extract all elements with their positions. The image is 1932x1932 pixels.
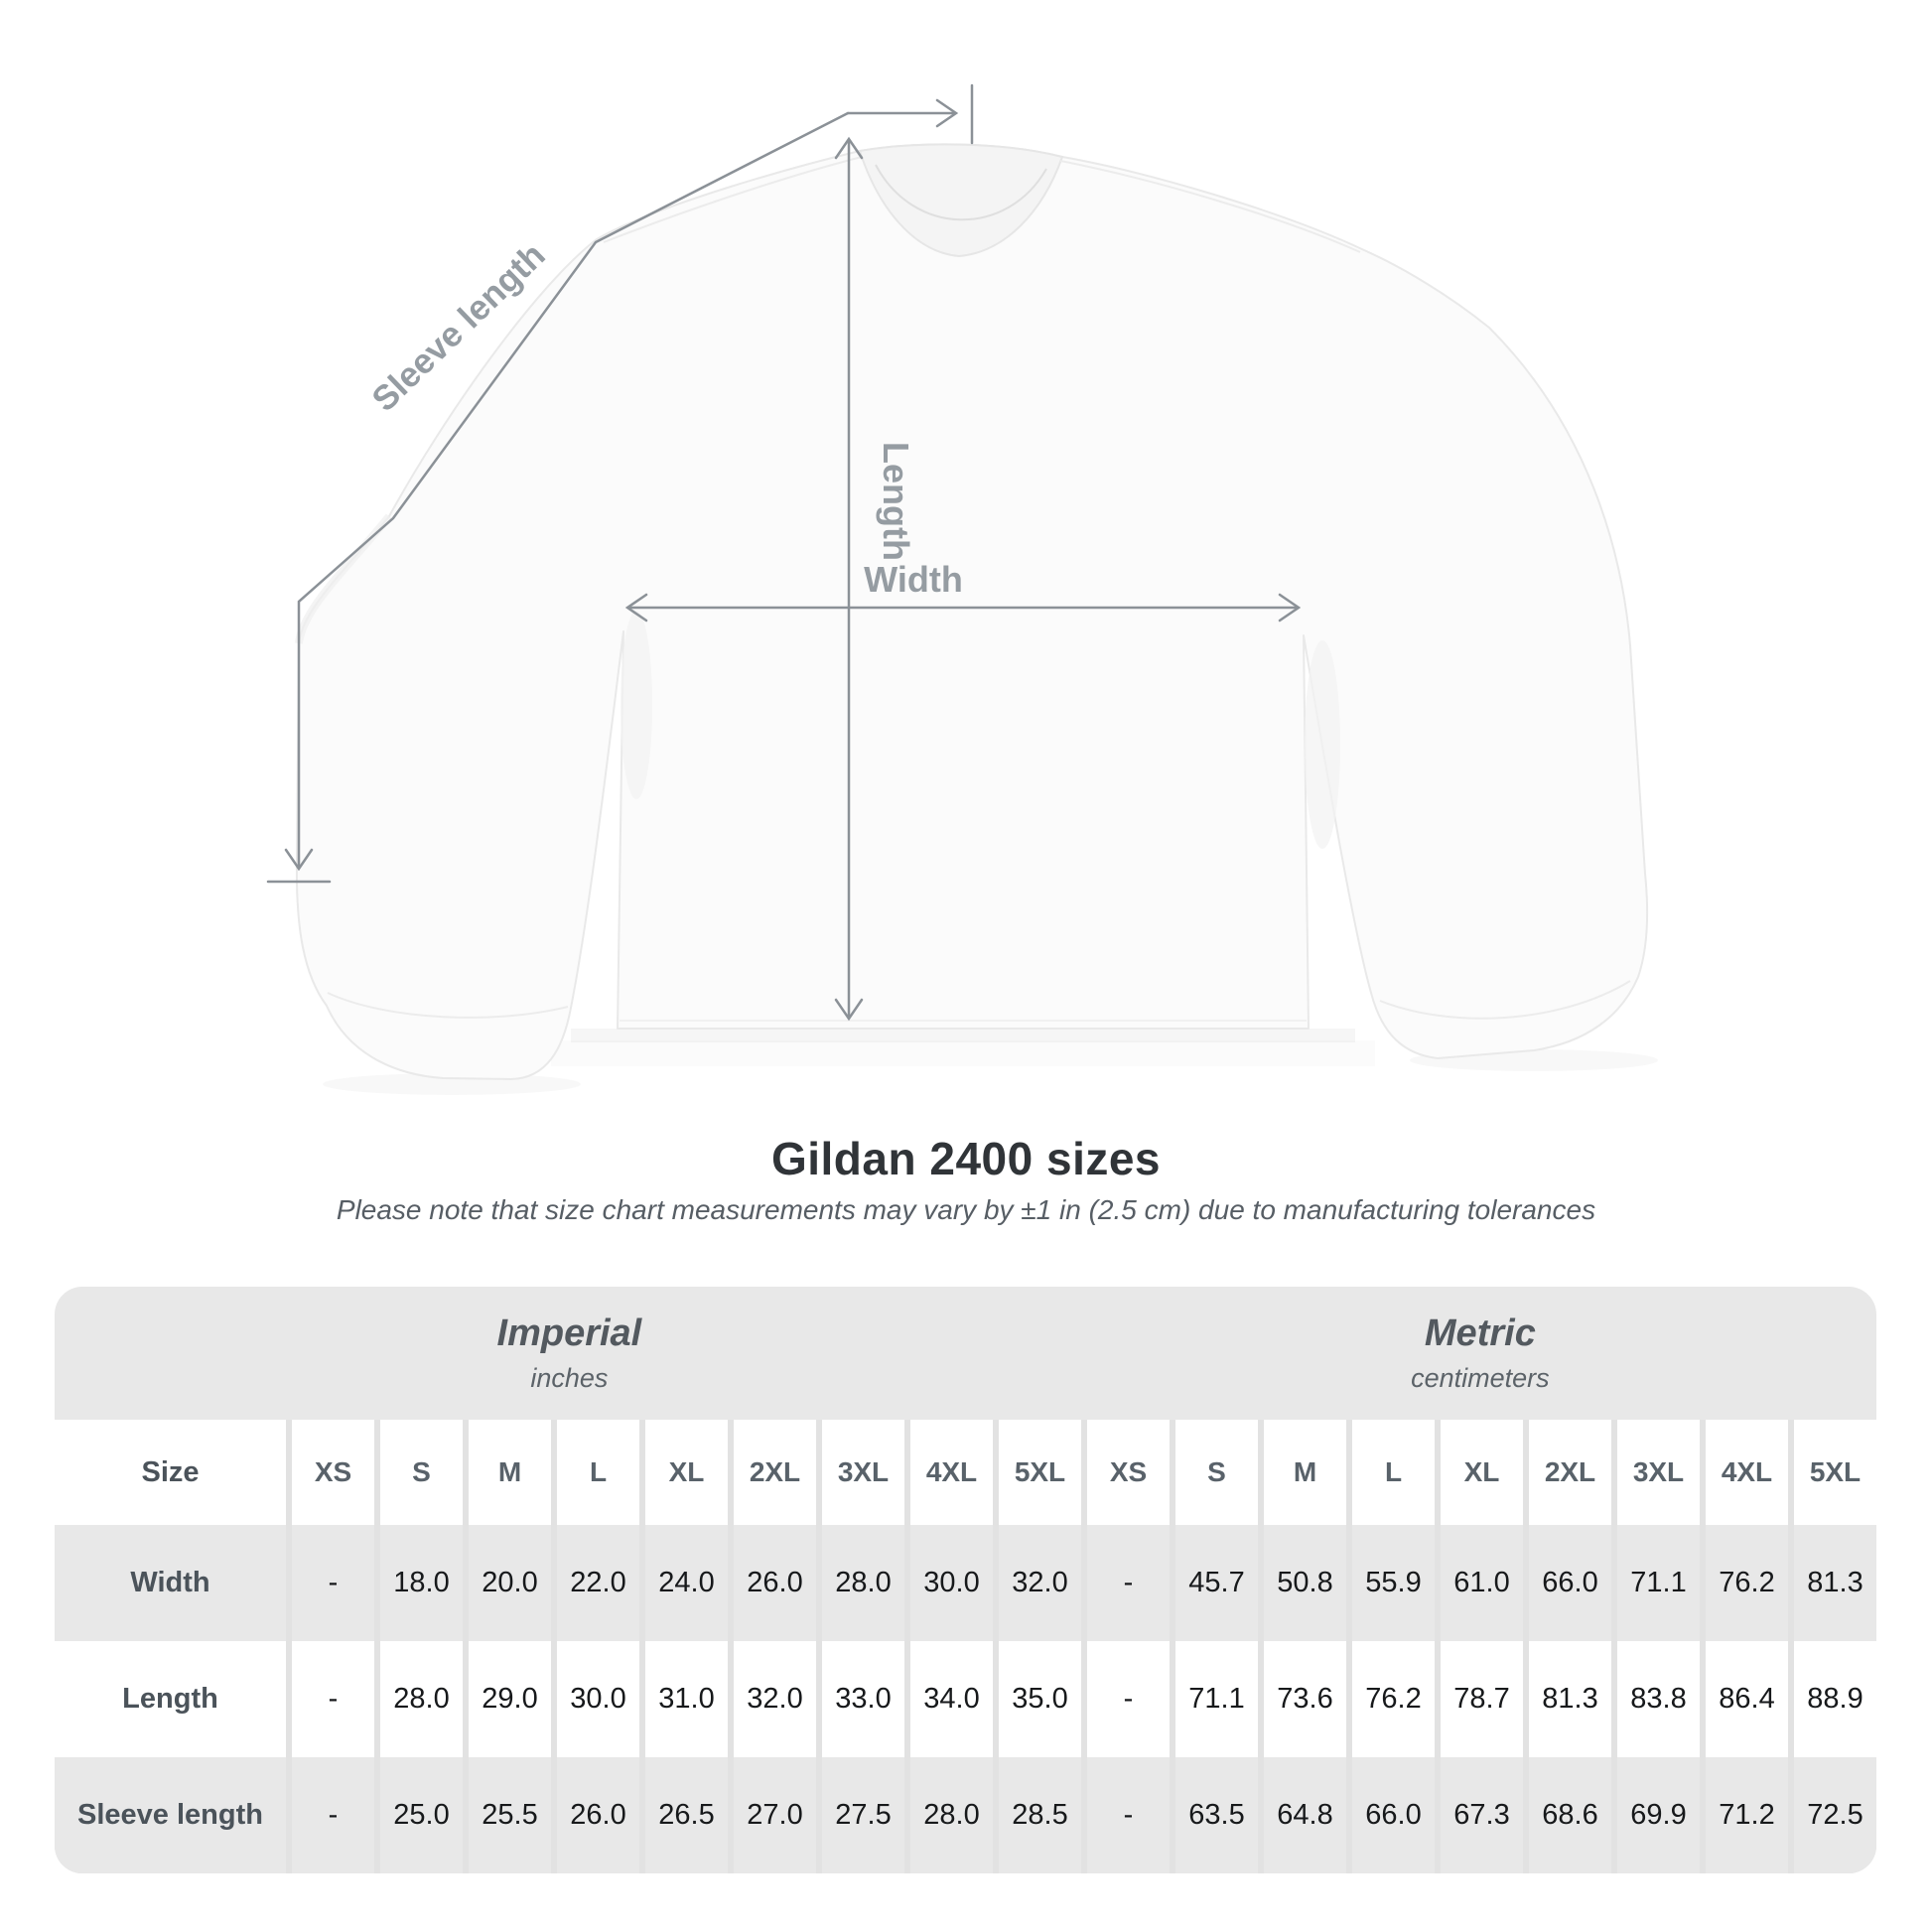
size-header-metric-2xl: 2XL [1529, 1420, 1611, 1525]
value-cell-imperial: 27.5 [822, 1757, 904, 1873]
size-header-imperial-xl: XL [645, 1420, 728, 1525]
value-cell-metric: 67.3 [1441, 1757, 1523, 1873]
tolerance-note: Please note that size chart measurements… [336, 1194, 1596, 1225]
size-header-metric-3xl: 3XL [1617, 1420, 1700, 1525]
shirt-collar [858, 143, 1064, 258]
value-cell-metric: 76.2 [1706, 1525, 1788, 1641]
size-header-imperial-s: S [380, 1420, 463, 1525]
size-header-imperial-m: M [469, 1420, 551, 1525]
value-cell-imperial: 28.0 [380, 1641, 463, 1757]
value-cell-imperial: 35.0 [999, 1641, 1081, 1757]
width-label: Width [864, 559, 963, 600]
size-header-metric-l: L [1352, 1420, 1435, 1525]
value-cell-imperial: - [292, 1641, 374, 1757]
unit-header-band: Imperial inches Metric centimeters [55, 1287, 1876, 1420]
value-cell-metric: - [1087, 1757, 1170, 1873]
value-cell-imperial: 26.5 [645, 1757, 728, 1873]
value-cell-imperial: 22.0 [557, 1525, 639, 1641]
size-header-imperial-4xl: 4XL [910, 1420, 993, 1525]
value-cell-imperial: 32.0 [734, 1641, 816, 1757]
value-cell-metric: 72.5 [1794, 1757, 1876, 1873]
imperial-title: Imperial [496, 1312, 642, 1354]
size-grid: Size XS S M L XL 2XL 3XL 4XL 5XL XS S M L XL 2XL 3XL 4XL 5… [55, 1420, 1876, 1873]
value-cell-metric: 71.1 [1617, 1525, 1700, 1641]
imperial-group-header: Imperial inches [55, 1287, 1084, 1420]
shirt-seams [327, 156, 1631, 1022]
value-cell-imperial: 20.0 [469, 1525, 551, 1641]
value-cell-metric: 78.7 [1441, 1641, 1523, 1757]
value-cell-imperial: 27.0 [734, 1757, 816, 1873]
metric-unit: centimeters [1411, 1363, 1550, 1393]
value-cell-imperial: 18.0 [380, 1525, 463, 1641]
value-cell-metric: 45.7 [1175, 1525, 1258, 1641]
value-cell-imperial: 31.0 [645, 1641, 728, 1757]
value-cell-imperial: 26.0 [734, 1525, 816, 1641]
value-cell-metric: 83.8 [1617, 1641, 1700, 1757]
value-cell-metric: 81.3 [1529, 1641, 1611, 1757]
sleeve-length-measure [266, 83, 974, 884]
shirt-illustration: Sleeve length Length Width [266, 83, 1649, 1080]
value-cell-imperial: 34.0 [910, 1641, 993, 1757]
value-cell-imperial: 32.0 [999, 1525, 1081, 1641]
size-header-metric-s: S [1175, 1420, 1258, 1525]
row-label: Sleeve length [55, 1757, 286, 1873]
size-header-metric-m: M [1264, 1420, 1346, 1525]
shirt-shading [295, 513, 1340, 849]
size-header-imperial-xs: XS [292, 1420, 374, 1525]
size-header-metric-xl: XL [1441, 1420, 1523, 1525]
shirt-collar-seam [875, 164, 1047, 221]
size-header-imperial-5xl: 5XL [999, 1420, 1081, 1525]
value-cell-metric: - [1087, 1641, 1170, 1757]
value-cell-imperial: 28.0 [910, 1757, 993, 1873]
metric-group-header: Metric centimeters [1084, 1287, 1876, 1420]
value-cell-metric: 55.9 [1352, 1525, 1435, 1641]
value-cell-metric: 81.3 [1794, 1525, 1876, 1641]
value-cell-metric: 73.6 [1264, 1641, 1346, 1757]
value-cell-imperial: 28.5 [999, 1757, 1081, 1873]
value-cell-imperial: 26.0 [557, 1757, 639, 1873]
row-label: Length [55, 1641, 286, 1757]
width-measure [624, 593, 1302, 622]
size-header-imperial-3xl: 3XL [822, 1420, 904, 1525]
value-cell-imperial: 30.0 [557, 1641, 639, 1757]
value-cell-metric: 63.5 [1175, 1757, 1258, 1873]
value-cell-metric: 68.6 [1529, 1757, 1611, 1873]
row-label: Width [55, 1525, 286, 1641]
value-cell-imperial: 29.0 [469, 1641, 551, 1757]
value-cell-metric: 66.0 [1529, 1525, 1611, 1641]
value-cell-imperial: 25.5 [469, 1757, 551, 1873]
size-header-imperial-l: L [557, 1420, 639, 1525]
value-cell-metric: 50.8 [1264, 1525, 1346, 1641]
value-cell-metric: 61.0 [1441, 1525, 1523, 1641]
value-cell-metric: 86.4 [1706, 1641, 1788, 1757]
size-header-metric-4xl: 4XL [1706, 1420, 1788, 1525]
length-label: Length [876, 442, 916, 561]
length-measure [834, 136, 864, 1022]
value-cell-metric: 66.0 [1352, 1757, 1435, 1873]
value-cell-metric: 71.2 [1706, 1757, 1788, 1873]
size-header-imperial-2xl: 2XL [734, 1420, 816, 1525]
value-cell-imperial: - [292, 1525, 374, 1641]
size-header-metric-5xl: 5XL [1794, 1420, 1876, 1525]
value-cell-imperial: 25.0 [380, 1757, 463, 1873]
imperial-unit: inches [530, 1363, 609, 1393]
size-column-header: Size [55, 1420, 286, 1525]
value-cell-imperial: - [292, 1757, 374, 1873]
value-cell-metric: 76.2 [1352, 1641, 1435, 1757]
page-title: Gildan 2400 sizes [770, 1133, 1162, 1184]
value-cell-imperial: 33.0 [822, 1641, 904, 1757]
value-cell-imperial: 30.0 [910, 1525, 993, 1641]
size-header-metric-xs: XS [1087, 1420, 1170, 1525]
metric-title: Metric [1424, 1312, 1536, 1354]
value-cell-metric: 88.9 [1794, 1641, 1876, 1757]
value-cell-metric: 64.8 [1264, 1757, 1346, 1873]
measurement-lines [266, 83, 1302, 1022]
value-cell-metric: - [1087, 1525, 1170, 1641]
value-cell-imperial: 28.0 [822, 1525, 904, 1641]
value-cell-metric: 69.9 [1617, 1757, 1700, 1873]
value-cell-metric: 71.1 [1175, 1641, 1258, 1757]
size-chart-table: Imperial inches Metric centimeters Size X… [55, 1287, 1876, 1873]
value-cell-imperial: 24.0 [645, 1525, 728, 1641]
